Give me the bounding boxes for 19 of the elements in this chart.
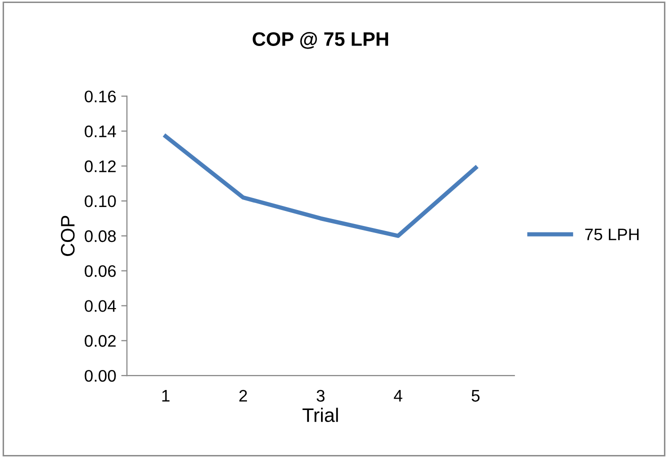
x-tick-label: 2 <box>239 390 247 402</box>
y-tick-label: 0.14 <box>84 126 116 138</box>
y-tick-label: 0.06 <box>84 265 116 277</box>
y-tick-label: 0.02 <box>84 335 116 347</box>
line-series <box>164 134 478 238</box>
x-tick-label: 1 <box>162 390 170 402</box>
y-axis-title: COP <box>60 216 75 256</box>
x-tick-label: 3 <box>316 390 325 402</box>
x-tick-label: 5 <box>472 390 480 402</box>
legend-label: 75 LPH <box>585 228 639 240</box>
y-tick-label: 0.16 <box>84 90 116 102</box>
x-tick-label: 4 <box>394 390 402 402</box>
chart-title: COP @ 75 LPH <box>252 32 388 49</box>
y-tick-label: 0.12 <box>84 160 116 172</box>
y-tick-label: 0.10 <box>84 195 116 208</box>
x-axis-title: Trial <box>302 408 338 422</box>
y-tick-label: 0.00 <box>84 370 116 382</box>
y-tick-label: 0.08 <box>84 230 116 242</box>
y-tick-label: 0.04 <box>84 300 116 312</box>
